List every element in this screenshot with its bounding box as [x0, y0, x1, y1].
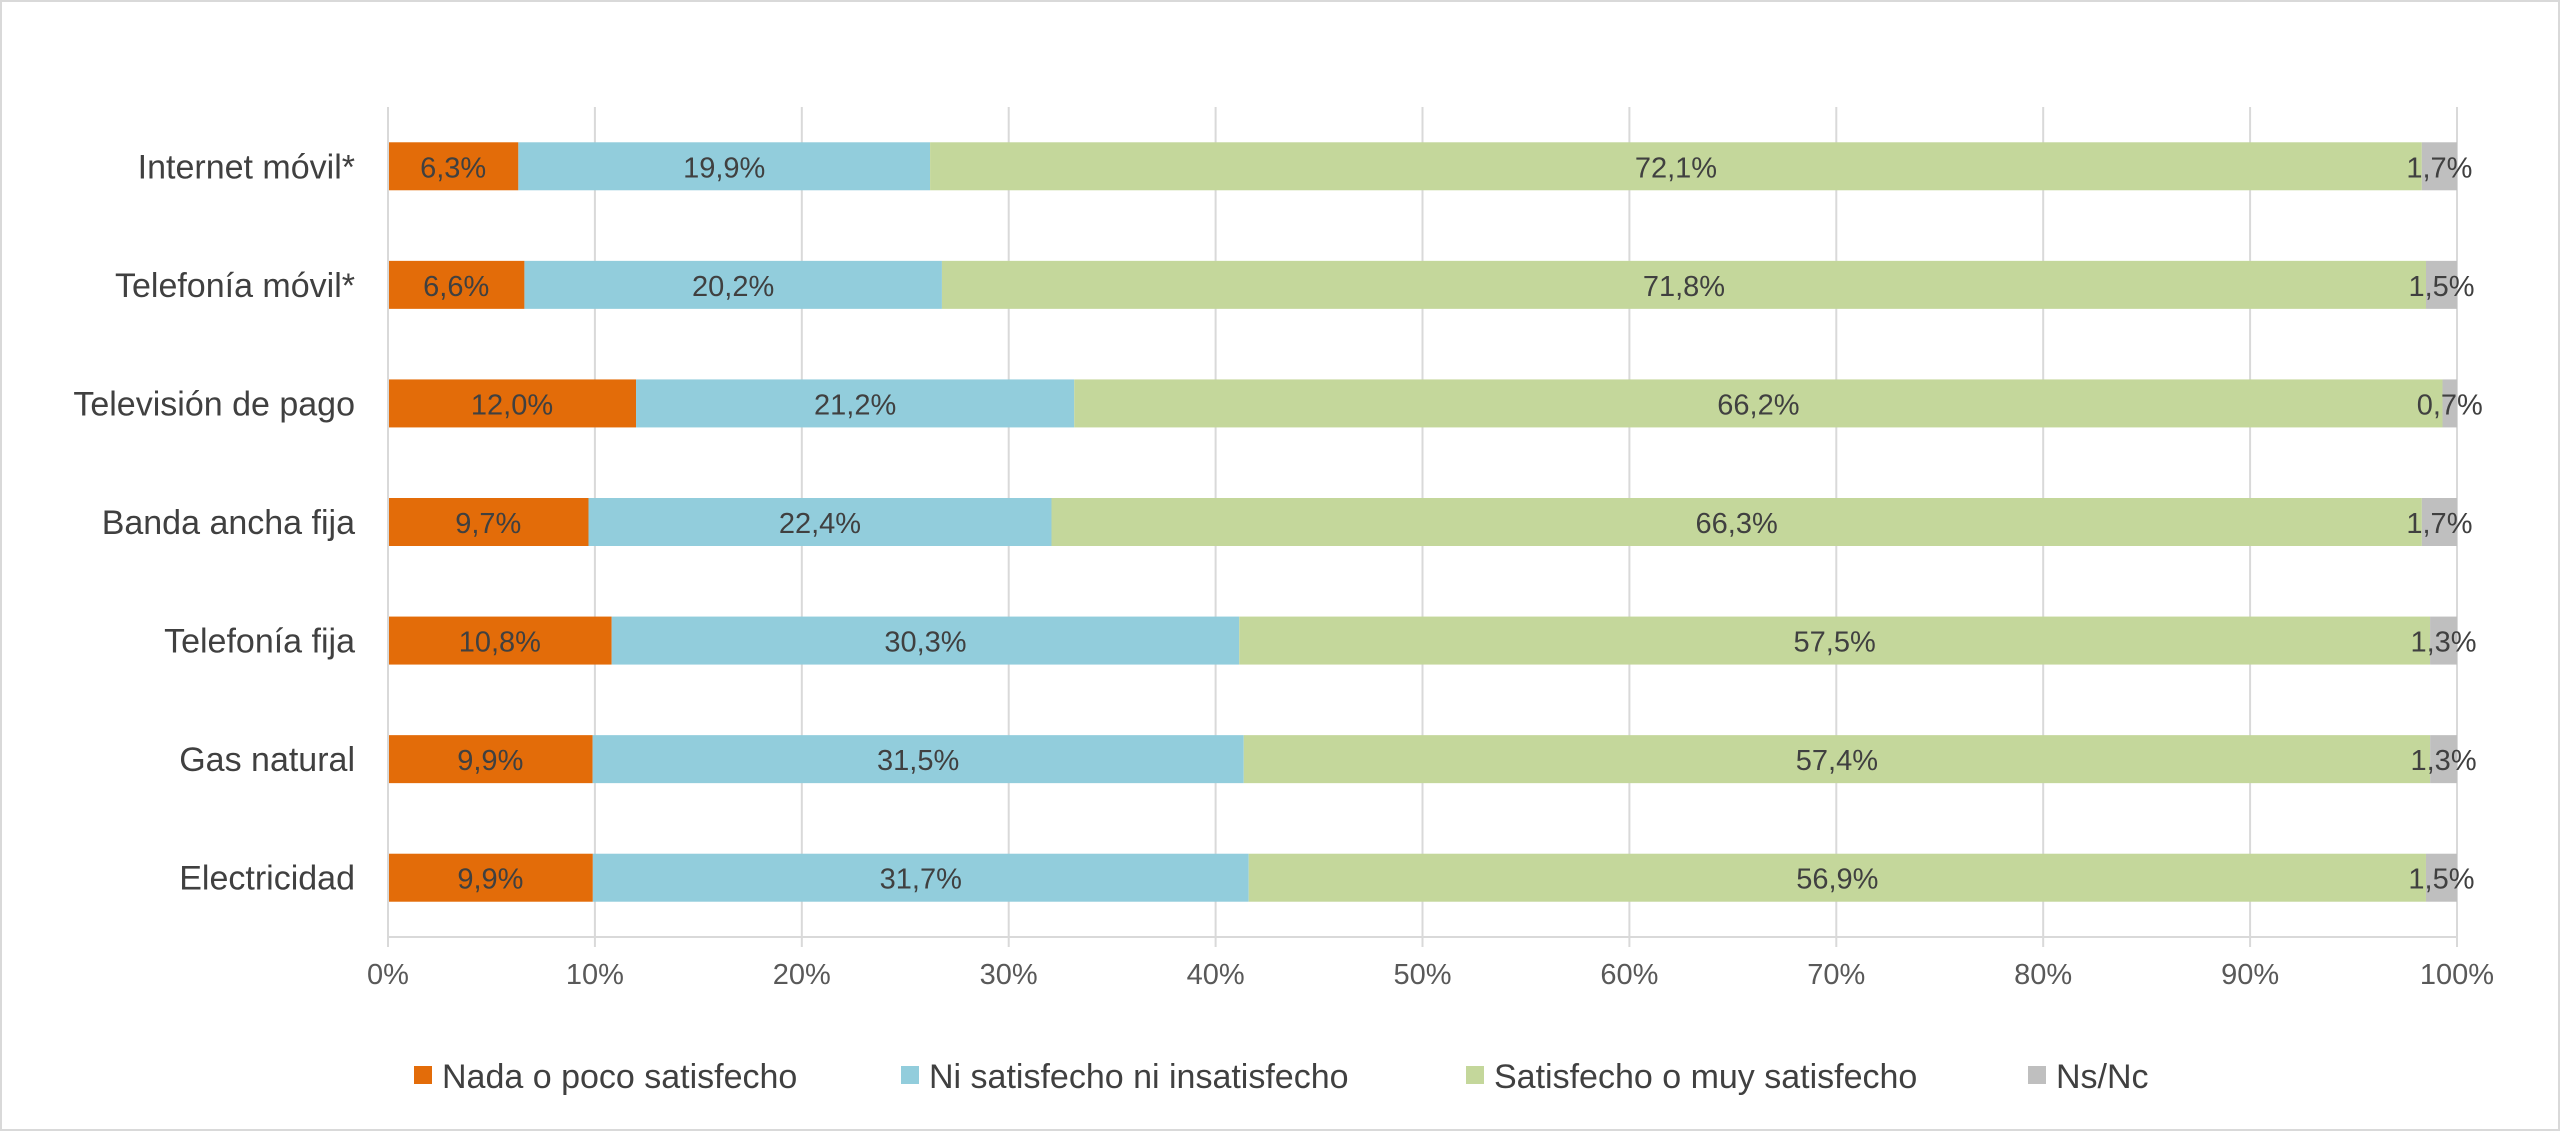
data-label: 30,3% — [884, 627, 966, 659]
bar-segment — [388, 260, 525, 309]
bar-segment — [2442, 379, 2457, 428]
x-tick-label: 0% — [367, 959, 409, 991]
category-label: Electricidad — [179, 860, 355, 898]
legend: Nada o poco satisfecho Ni satisfecho ni i… — [414, 1058, 2149, 1096]
category-label: Gas natural — [179, 741, 355, 779]
legend-entry: Ni satisfecho ni insatisfecho — [929, 1058, 1349, 1096]
x-tick-label: 50% — [1393, 959, 1451, 991]
data-label: 22,4% — [779, 508, 861, 540]
data-label: 31,5% — [877, 745, 959, 777]
x-tick-labels: 0% 10% 20% 30% 40% 50% 60% 70% 80% 90% 100% — [367, 959, 2494, 991]
data-label: 6,3% — [420, 152, 486, 184]
x-tick-label: 80% — [2014, 959, 2072, 991]
legend-swatch — [1466, 1066, 1484, 1084]
x-tick-label: 100% — [2420, 959, 2494, 991]
data-label: 9,9% — [457, 745, 523, 777]
data-label: 1,3% — [2411, 745, 2477, 777]
category-label: Internet móvil* — [138, 148, 355, 186]
bar-segment — [2425, 853, 2457, 902]
data-label: 1,7% — [2406, 508, 2472, 540]
bar-segment — [2421, 498, 2457, 546]
x-tick-label: 90% — [2221, 959, 2279, 991]
bar-segment — [611, 616, 1240, 665]
bar-segment — [388, 616, 612, 665]
bar-segment — [388, 142, 519, 191]
bars — [388, 142, 2457, 902]
data-label: 20,2% — [692, 271, 774, 303]
data-label: 6,6% — [423, 271, 489, 303]
axes — [387, 107, 2458, 947]
data-label: 1,3% — [2410, 627, 2476, 659]
category-labels: Internet móvil* Telefonía móvil* Televisió… — [73, 148, 355, 897]
data-label: 1,7% — [2406, 152, 2472, 184]
bar-segment — [388, 379, 637, 428]
bar-segment — [388, 498, 589, 546]
bar-segment — [2425, 260, 2457, 309]
x-tick-label: 30% — [980, 959, 1038, 991]
bar-segment — [592, 735, 1244, 784]
bar-segment — [2430, 735, 2457, 784]
category-label: Televisión de pago — [73, 385, 355, 423]
bar-segment — [941, 260, 2426, 309]
bar-segment — [388, 853, 593, 902]
category-label: Telefonía móvil* — [115, 267, 355, 305]
bar-segment — [636, 379, 1075, 428]
legend-swatch — [2028, 1066, 2046, 1084]
data-label: 21,2% — [814, 389, 896, 421]
data-label: 66,3% — [1696, 508, 1778, 540]
x-tick-label: 20% — [773, 959, 831, 991]
data-label: 0,7% — [2417, 389, 2483, 421]
data-label: 71,8% — [1643, 271, 1725, 303]
legend-entry: Nada o poco satisfecho — [442, 1058, 797, 1096]
bar-segment — [2421, 142, 2457, 191]
bar-segment — [588, 498, 1052, 546]
data-label: 66,2% — [1717, 389, 1799, 421]
data-label: 31,7% — [880, 864, 962, 896]
x-tick-label: 60% — [1600, 959, 1658, 991]
bar-segment — [518, 142, 931, 191]
bar-segment — [1074, 379, 2443, 428]
data-label: 57,5% — [1794, 627, 1876, 659]
bar-segment — [388, 735, 593, 784]
bar-segment — [1248, 853, 2426, 902]
legend-entry: Satisfecho o muy satisfecho — [1494, 1058, 1917, 1096]
data-labels: 6,3% 19,9% 72,1% 1,7% 6,6% 20,2% 71,8% 1,5% 12,0… — [420, 152, 2483, 895]
x-tick-label: 70% — [1807, 959, 1865, 991]
x-tick-label: 10% — [566, 959, 624, 991]
bar-segment — [1243, 735, 2431, 784]
legend-entry: Ns/Nc — [2056, 1058, 2149, 1096]
bar-segment — [524, 260, 942, 309]
data-label: 12,0% — [471, 389, 553, 421]
category-label: Banda ancha fija — [102, 504, 355, 542]
data-label: 72,1% — [1635, 152, 1717, 184]
data-label: 19,9% — [683, 152, 765, 184]
legend-swatch — [414, 1066, 432, 1084]
bar-segment — [930, 142, 2422, 191]
data-label: 10,8% — [459, 627, 541, 659]
data-label: 56,9% — [1796, 864, 1878, 896]
bar-segment — [592, 853, 1249, 902]
data-label: 57,4% — [1796, 745, 1878, 777]
data-label: 1,5% — [2408, 864, 2474, 896]
data-label: 9,7% — [455, 508, 521, 540]
bar-segment — [1239, 616, 2431, 665]
data-label: 9,9% — [457, 864, 523, 896]
bar-segment — [1051, 498, 2422, 546]
category-label: Telefonía fija — [164, 623, 355, 661]
bar-segment — [2430, 616, 2457, 665]
legend-swatch — [901, 1066, 919, 1084]
data-label: 1,5% — [2408, 271, 2474, 303]
x-tick-label: 40% — [1187, 959, 1245, 991]
